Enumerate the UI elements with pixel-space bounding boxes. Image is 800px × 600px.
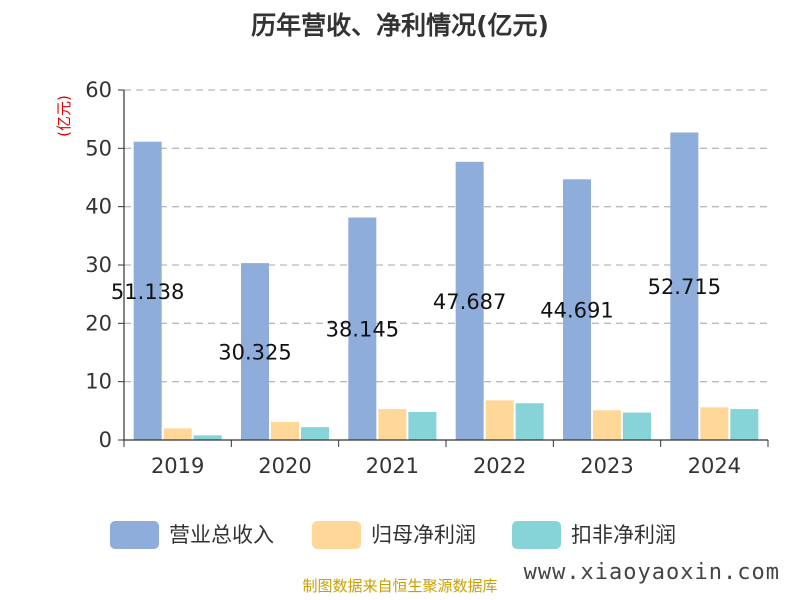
x-tick-label-2022: 2022 xyxy=(473,454,526,478)
x-tick-label-2020: 2020 xyxy=(258,454,311,478)
bar-2023-0 xyxy=(563,179,591,441)
watermark: www.xiaoyaoxin.com xyxy=(524,560,780,585)
data-label-2019: 51.138 xyxy=(111,280,184,304)
y-tick-label-50: 50 xyxy=(85,136,112,160)
y-axis: 0 10 20 30 40 50 60 xyxy=(85,78,125,452)
bar-2021-2 xyxy=(408,412,437,440)
bar-2022-2 xyxy=(515,403,544,440)
legend-swatch-0 xyxy=(110,521,159,549)
y-tick-label-20: 20 xyxy=(85,311,112,335)
x-tick-label-2024: 2024 xyxy=(688,454,741,478)
bar-2019-1 xyxy=(163,428,192,440)
bar-2019-0 xyxy=(133,141,162,440)
legend-label-0: 营业总收入 xyxy=(169,523,274,547)
data-label-2022: 47.687 xyxy=(433,290,506,314)
y-tick-label-40: 40 xyxy=(85,195,112,219)
bar-2020-1 xyxy=(271,421,299,440)
y-tick-label-0: 0 xyxy=(99,428,112,452)
chart-title: 历年营收、净利情况(亿元) xyxy=(251,11,549,40)
y-tick-label-60: 60 xyxy=(85,78,112,102)
x-tick-label-2019: 2019 xyxy=(151,454,204,478)
data-label-2021: 38.145 xyxy=(326,318,399,342)
data-source-note: 制图数据来自恒生聚源数据库 xyxy=(302,577,497,595)
bar-2019-2 xyxy=(193,435,222,440)
y-axis-unit-label: (亿元) xyxy=(55,95,73,137)
legend-label-1: 归母净利润 xyxy=(371,523,476,547)
bar-2022-0 xyxy=(455,161,484,440)
data-label-2020: 30.325 xyxy=(218,341,291,365)
bar-2024-0 xyxy=(670,132,699,440)
bar-2024-1 xyxy=(700,407,729,440)
bar-2024-2 xyxy=(730,409,759,440)
y-tick-label-30: 30 xyxy=(85,253,112,277)
bar-2020-2 xyxy=(301,427,329,440)
data-label-2023: 44.691 xyxy=(540,299,613,323)
legend-swatch-1 xyxy=(312,521,361,549)
bars xyxy=(133,132,759,441)
legend-swatch-2 xyxy=(512,521,561,549)
bar-2021-1 xyxy=(378,409,407,440)
bar-2020-0 xyxy=(241,263,269,440)
y-tick-label-10: 10 xyxy=(85,370,112,394)
x-axis: 2019 2020 2021 2022 2023 2024 xyxy=(123,439,769,478)
x-tick-label-2023: 2023 xyxy=(580,454,633,478)
data-label-2024: 52.715 xyxy=(648,275,721,299)
bar-2022-1 xyxy=(485,400,514,440)
x-tick-label-2021: 2021 xyxy=(366,454,419,478)
legend: 营业总收入 归母净利润 扣非净利润 xyxy=(110,521,676,549)
bar-2021-0 xyxy=(348,217,377,440)
data-labels: 51.138 30.325 38.145 47.687 44.691 52.715 xyxy=(111,275,721,364)
bar-2023-2 xyxy=(623,412,651,440)
legend-label-2: 扣非净利润 xyxy=(571,523,676,547)
bar-2023-1 xyxy=(593,410,621,440)
